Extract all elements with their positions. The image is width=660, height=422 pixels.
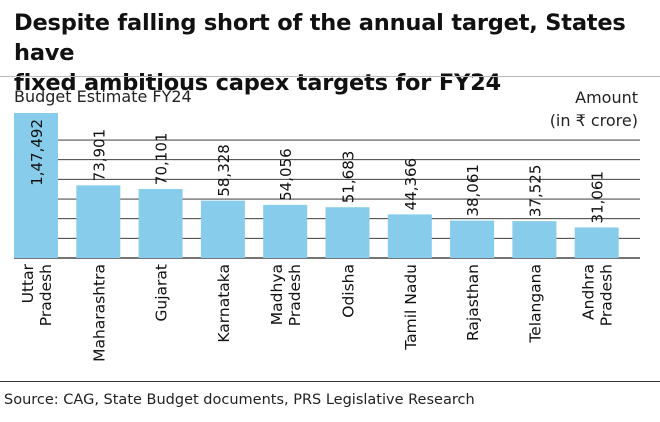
bar (574, 227, 619, 258)
bar (450, 220, 495, 258)
chart-title-line-1: Despite falling short of the annual targ… (14, 10, 626, 66)
category-tick-label: Pradesh (598, 264, 616, 326)
category-tick-label: Telangana (526, 264, 544, 344)
data-label: 70,101 (153, 133, 171, 186)
bar (138, 189, 183, 258)
unit-label: Amount (in ₹ crore) (550, 86, 638, 132)
category-tick-label: Madhya (268, 264, 286, 325)
unit-label-line-1: Amount (575, 88, 638, 107)
category-tick-label: Andhra (580, 264, 598, 320)
source-note: Source: CAG, State Budget documents, PRS… (4, 392, 475, 408)
category-tick-label: Rajasthan (464, 264, 482, 341)
category-tick-label: Gujarat (153, 264, 171, 322)
chart-title-line-2: fixed ambitious capex targets for FY24 (14, 70, 501, 96)
category-tick-label: Uttar (19, 263, 37, 303)
data-label: 38,061 (464, 164, 482, 217)
category-tick-label: Tamil Nadu (402, 264, 420, 351)
category-tick-label: Pradesh (286, 264, 304, 326)
data-label: 1,47,492 (28, 119, 46, 186)
data-label: 31,061 (589, 171, 607, 224)
bar (76, 185, 121, 258)
category-tick-label: Pradesh (37, 264, 55, 326)
category-tick-label: Maharashtra (90, 264, 108, 362)
bar (325, 207, 370, 258)
data-label: 54,056 (277, 148, 295, 201)
bar (14, 113, 58, 258)
bar (512, 221, 557, 258)
unit-label-line-2: (in ₹ crore) (549, 111, 638, 130)
data-label: 73,901 (90, 129, 108, 182)
data-label: 58,328 (215, 144, 233, 197)
chart-subtitle: Budget Estimate FY24 (14, 87, 192, 106)
title-divider (0, 76, 660, 77)
chart-title: Despite falling short of the annual targ… (14, 8, 654, 98)
data-label: 37,525 (526, 165, 544, 218)
bar (387, 214, 432, 258)
category-tick-label: Karnataka (215, 264, 233, 343)
data-label: 51,683 (340, 151, 358, 204)
bar (200, 200, 245, 258)
category-tick-label: Odisha (340, 264, 358, 318)
data-label: 44,366 (402, 158, 420, 211)
bar (263, 204, 308, 258)
source-divider (0, 381, 660, 382)
